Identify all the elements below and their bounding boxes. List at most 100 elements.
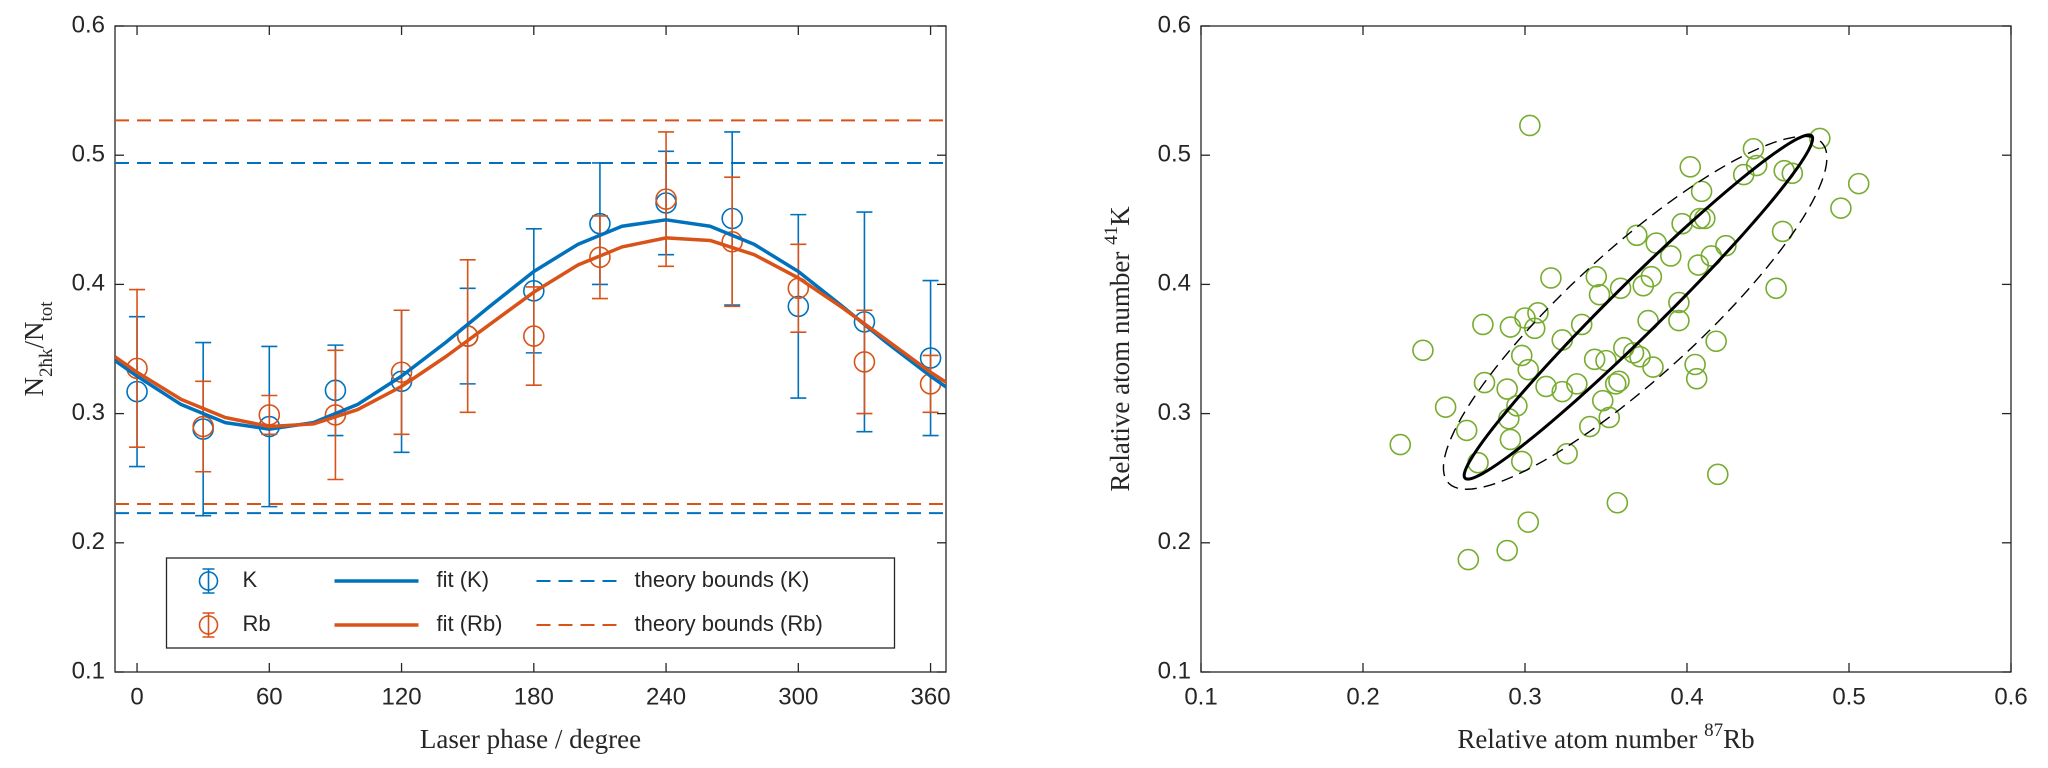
scatter-point: [1566, 373, 1588, 395]
scatter-point: [1455, 419, 1478, 442]
error-bar: [459, 259, 476, 414]
x-axis-label: Relative atom number 87Rb: [1457, 720, 1754, 754]
x-tick-label: 180: [514, 683, 554, 710]
y-tick-label: 0.3: [1158, 399, 1191, 426]
scatter-point: [1472, 313, 1494, 336]
legend-box: [165, 557, 896, 649]
error-bar: [195, 380, 212, 473]
marker: [589, 246, 611, 269]
scatter-point: [1506, 395, 1528, 417]
fit-line: [115, 236, 946, 429]
scatter-point: [1588, 283, 1611, 306]
y-axis-label-part: 41: [1101, 226, 1122, 245]
scatter-point: [1668, 309, 1690, 332]
scatter-point: [1689, 207, 1711, 230]
y-tick-label: 0.2: [72, 528, 105, 555]
scatter-point: [1389, 433, 1412, 456]
scatter-point: [1608, 370, 1630, 393]
plot-content: [115, 119, 946, 517]
scatter-point: [1809, 127, 1831, 150]
y-tick-label: 0.6: [1158, 11, 1191, 38]
y-axis-label: Relative atom number 41K: [1101, 206, 1135, 492]
legend-label: K: [243, 567, 258, 592]
y-tick-label: 0.4: [1158, 270, 1191, 297]
ellipse: [1442, 135, 1828, 490]
error-bar: [856, 309, 873, 415]
scatter-point: [1523, 317, 1546, 340]
legend-label: Rb: [243, 611, 271, 636]
scatter-point: [1570, 313, 1593, 336]
fit-line: [115, 218, 946, 431]
error-bar: [129, 288, 146, 448]
legend-label: theory bounds (Rb): [635, 611, 823, 636]
scatter-point: [1640, 265, 1663, 288]
error-bar: [724, 176, 741, 308]
marker: [655, 188, 677, 210]
scatter-point: [1742, 137, 1765, 160]
error-bar: [790, 243, 807, 334]
scatter-point: [1499, 428, 1522, 451]
x-axis-label-part: Laser phase / degree: [420, 724, 641, 754]
error-bar: [922, 354, 939, 414]
scatter-point: [1715, 234, 1737, 257]
y-tick-label: 0.2: [1158, 528, 1191, 555]
scatter-point: [1765, 277, 1787, 300]
scatter-point: [1622, 342, 1645, 364]
scatter-point: [1595, 349, 1617, 372]
scatter-point: [1668, 291, 1690, 314]
y-tick-label: 0.6: [72, 11, 105, 38]
scatter-point: [1660, 245, 1682, 267]
y-axis-label-part: N: [19, 377, 49, 397]
x-tick-label: 60: [256, 683, 283, 710]
y-axis-label-part: Relative atom number: [1105, 245, 1135, 492]
y-axis-label-part: tot: [36, 301, 57, 322]
x-axis-label-part: Rb: [1723, 724, 1755, 754]
legend-error-bar: [202, 568, 215, 594]
x-tick-label: 0.1: [1184, 683, 1217, 710]
legend-error-bar: [202, 612, 215, 638]
scatter-point: [1606, 491, 1629, 514]
scatter-point: [1457, 548, 1480, 571]
scatter-point: [1585, 265, 1608, 288]
scatter-point: [1517, 511, 1540, 533]
scatter-point: [1781, 162, 1804, 185]
scatter-point: [1745, 154, 1768, 177]
scatter-point: [1685, 367, 1708, 390]
legend-marker: [198, 571, 219, 591]
scatter-point: [1771, 220, 1794, 243]
y-axis-label: N2ħk/Ntot: [19, 301, 57, 397]
scatter-point: [1510, 450, 1533, 473]
legend-label: fit (Rb): [437, 611, 503, 636]
scatter-point: [1551, 380, 1574, 403]
scatter-point: [1847, 172, 1870, 195]
y-tick-label: 0.5: [1158, 141, 1191, 168]
scatter-point: [1496, 378, 1518, 400]
marker: [192, 415, 214, 438]
scatter-point: [1598, 406, 1621, 429]
y-tick-label: 0.1: [1158, 657, 1191, 684]
scatter-point: [1540, 267, 1562, 289]
scatter-point: [1583, 348, 1606, 371]
x-tick-label: 0.2: [1346, 683, 1379, 710]
y-axis-label-part: 2ħk: [36, 348, 57, 377]
x-tick-label: 0.6: [1994, 683, 2027, 710]
scatter-point: [1609, 277, 1632, 300]
error-bar: [658, 131, 675, 268]
marker: [721, 230, 743, 253]
x-axis-label-part: 87: [1704, 720, 1723, 741]
scatter-point: [1705, 330, 1727, 353]
scatter-point: [1473, 371, 1496, 394]
x-tick-label: 360: [911, 683, 951, 710]
scatter-point: [1535, 375, 1557, 398]
y-tick-label: 0.4: [72, 270, 105, 297]
scatter-point: [1637, 309, 1659, 332]
x-tick-label: 120: [382, 683, 422, 710]
scatter-point: [1412, 339, 1434, 362]
plot-content: [1389, 114, 1870, 571]
scatter-point: [1679, 156, 1702, 178]
x-axis-label: Laser phase / degree: [420, 724, 641, 754]
x-tick-label: 0.5: [1832, 683, 1865, 710]
legend-label: fit (K): [437, 567, 490, 592]
error-bar: [393, 309, 410, 436]
